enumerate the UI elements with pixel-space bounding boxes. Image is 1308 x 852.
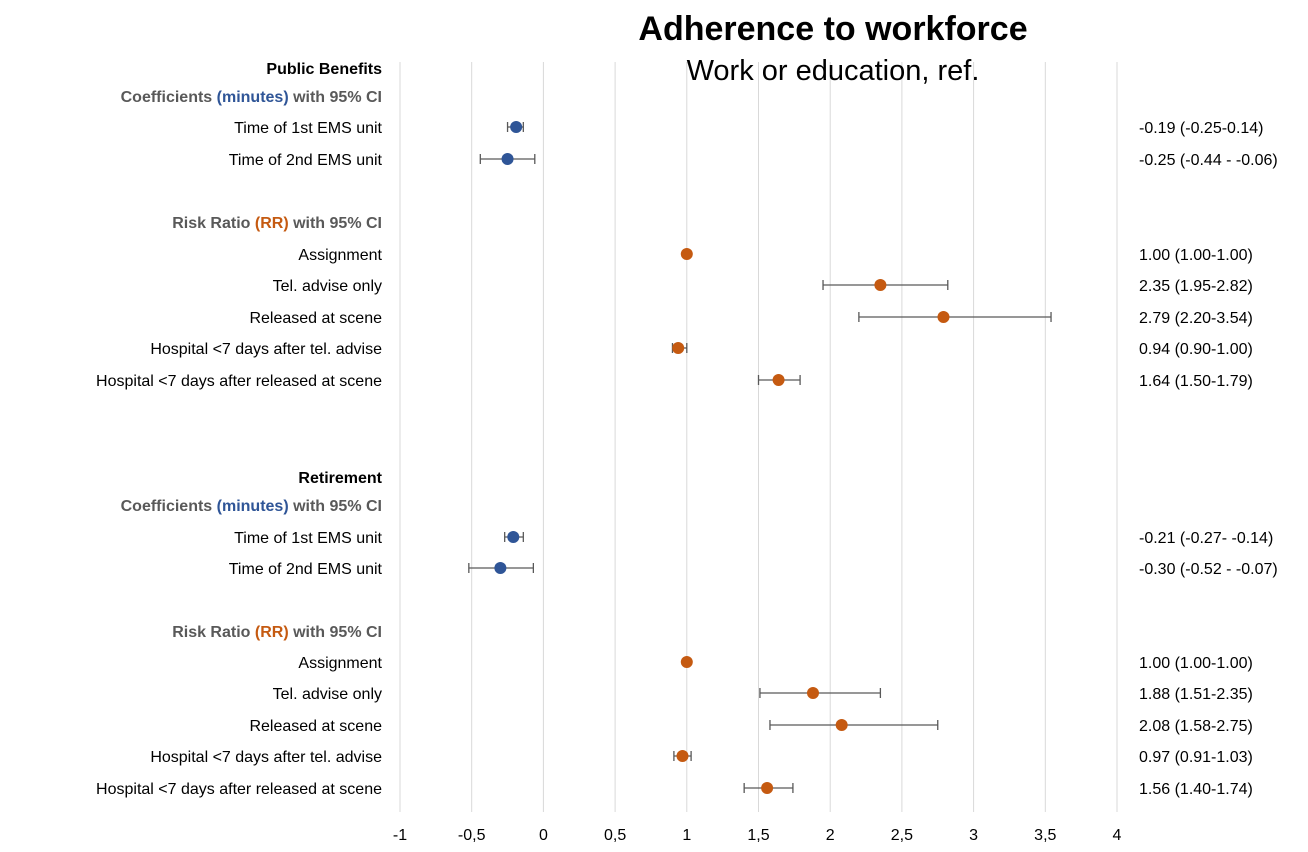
x-axis-ticks: -1 -0,5 0 0,5 1 1,5 2 2,5 3 3,5 4 — [393, 827, 1122, 844]
x-tick-label: 4 — [1113, 827, 1122, 844]
group-header: Risk Ratio (RR) with 95% CI — [172, 215, 382, 232]
group-header-measure: (RR) — [255, 215, 289, 232]
row-label: Assignment — [298, 247, 382, 264]
row-label: Tel. advise only — [273, 278, 382, 295]
row-value-text: 2.79 (2.20-3.54) — [1139, 310, 1253, 327]
row-value-text: 1.64 (1.50-1.79) — [1139, 373, 1253, 390]
point-estimate — [510, 121, 523, 133]
row-value-text: 0.94 (0.90-1.00) — [1139, 341, 1253, 358]
point-estimate — [680, 656, 693, 668]
row-label: Assignment — [298, 655, 382, 672]
group-header-text: Risk Ratio — [172, 215, 255, 232]
row-value-text: 1.56 (1.40-1.74) — [1139, 781, 1253, 798]
row-label: Hospital <7 days after tel. advise — [150, 341, 382, 358]
point-estimate — [835, 719, 848, 731]
x-tick-label: 0 — [539, 827, 548, 844]
row-value-text: 2.08 (1.58-2.75) — [1139, 718, 1253, 735]
row-label: Time of 2nd EMS unit — [229, 152, 383, 169]
point-estimate — [672, 342, 685, 354]
point-estimate — [494, 562, 507, 574]
row-value-text: -0.25 (-0.44 - -0.06) — [1139, 152, 1278, 169]
row-value-text: 2.35 (1.95-2.82) — [1139, 278, 1253, 295]
group-header: Coefficients (minutes) with 95% CI — [121, 89, 382, 106]
group-header-measure: (minutes) — [217, 498, 289, 515]
chart-title: Adherence to workforce — [638, 10, 1027, 48]
row-label: Released at scene — [249, 718, 382, 735]
row-label: Time of 1st EMS unit — [234, 530, 382, 547]
x-tick-label: 1 — [682, 827, 691, 844]
group-header: Risk Ratio (RR) with 95% CI — [172, 624, 382, 641]
x-tick-label: 3,5 — [1034, 827, 1056, 844]
group-header: Coefficients (minutes) with 95% CI — [121, 498, 382, 515]
group-header-text: with 95% CI — [289, 215, 382, 232]
row-label: Tel. advise only — [273, 686, 382, 703]
point-estimate — [772, 374, 785, 386]
row-label: Time of 2nd EMS unit — [229, 561, 383, 578]
x-tick-label: 1,5 — [747, 827, 769, 844]
x-tick-label: -0,5 — [458, 827, 486, 844]
row-value-text: -0.19 (-0.25-0.14) — [1139, 120, 1264, 137]
row-label: Hospital <7 days after tel. advise — [150, 749, 382, 766]
group-header-text: with 95% CI — [289, 498, 382, 515]
point-estimates — [494, 121, 950, 794]
group-header-text: with 95% CI — [289, 89, 382, 106]
row-label: Hospital <7 days after released at scene — [96, 373, 382, 390]
row-label: Time of 1st EMS unit — [234, 120, 382, 137]
row-value-text: -0.21 (-0.27- -0.14) — [1139, 530, 1273, 547]
grid-lines — [399, 62, 1118, 812]
section-title: Retirement — [298, 470, 382, 487]
point-estimate — [937, 311, 950, 323]
error-bars — [468, 122, 1052, 793]
group-header-measure: (RR) — [255, 624, 289, 641]
value-annotations: -0.19 (-0.25-0.14) -0.25 (-0.44 - -0.06) 1… — [1139, 120, 1278, 798]
row-value-text: 1.00 (1.00-1.00) — [1139, 655, 1253, 672]
chart-subtitle: Work or education, ref. — [687, 55, 980, 87]
point-estimate — [806, 687, 819, 699]
row-value-text: -0.30 (-0.52 - -0.07) — [1139, 561, 1278, 578]
x-tick-label: 0,5 — [604, 827, 626, 844]
group-header-text: Risk Ratio — [172, 624, 255, 641]
group-header-text: with 95% CI — [289, 624, 382, 641]
point-estimate — [680, 248, 693, 260]
point-estimate — [507, 531, 520, 543]
point-estimate — [501, 153, 514, 165]
row-labels: Public Benefits Coefficients (minutes) wi… — [96, 61, 383, 798]
group-header-text: Coefficients — [121, 498, 217, 515]
x-tick-label: 2 — [826, 827, 835, 844]
row-label: Released at scene — [249, 310, 382, 327]
x-tick-label: 3 — [969, 827, 978, 844]
point-estimate — [874, 279, 887, 291]
row-value-text: 1.00 (1.00-1.00) — [1139, 247, 1253, 264]
x-tick-label: -1 — [393, 827, 407, 844]
section-title: Public Benefits — [266, 61, 382, 78]
point-estimate — [761, 782, 774, 794]
point-estimate — [676, 750, 689, 762]
group-header-text: Coefficients — [121, 89, 217, 106]
group-header-measure: (minutes) — [217, 89, 289, 106]
x-tick-label: 2,5 — [891, 827, 913, 844]
row-value-text: 1.88 (1.51-2.35) — [1139, 686, 1253, 703]
row-label: Hospital <7 days after released at scene — [96, 781, 382, 798]
row-value-text: 0.97 (0.91-1.03) — [1139, 749, 1253, 766]
